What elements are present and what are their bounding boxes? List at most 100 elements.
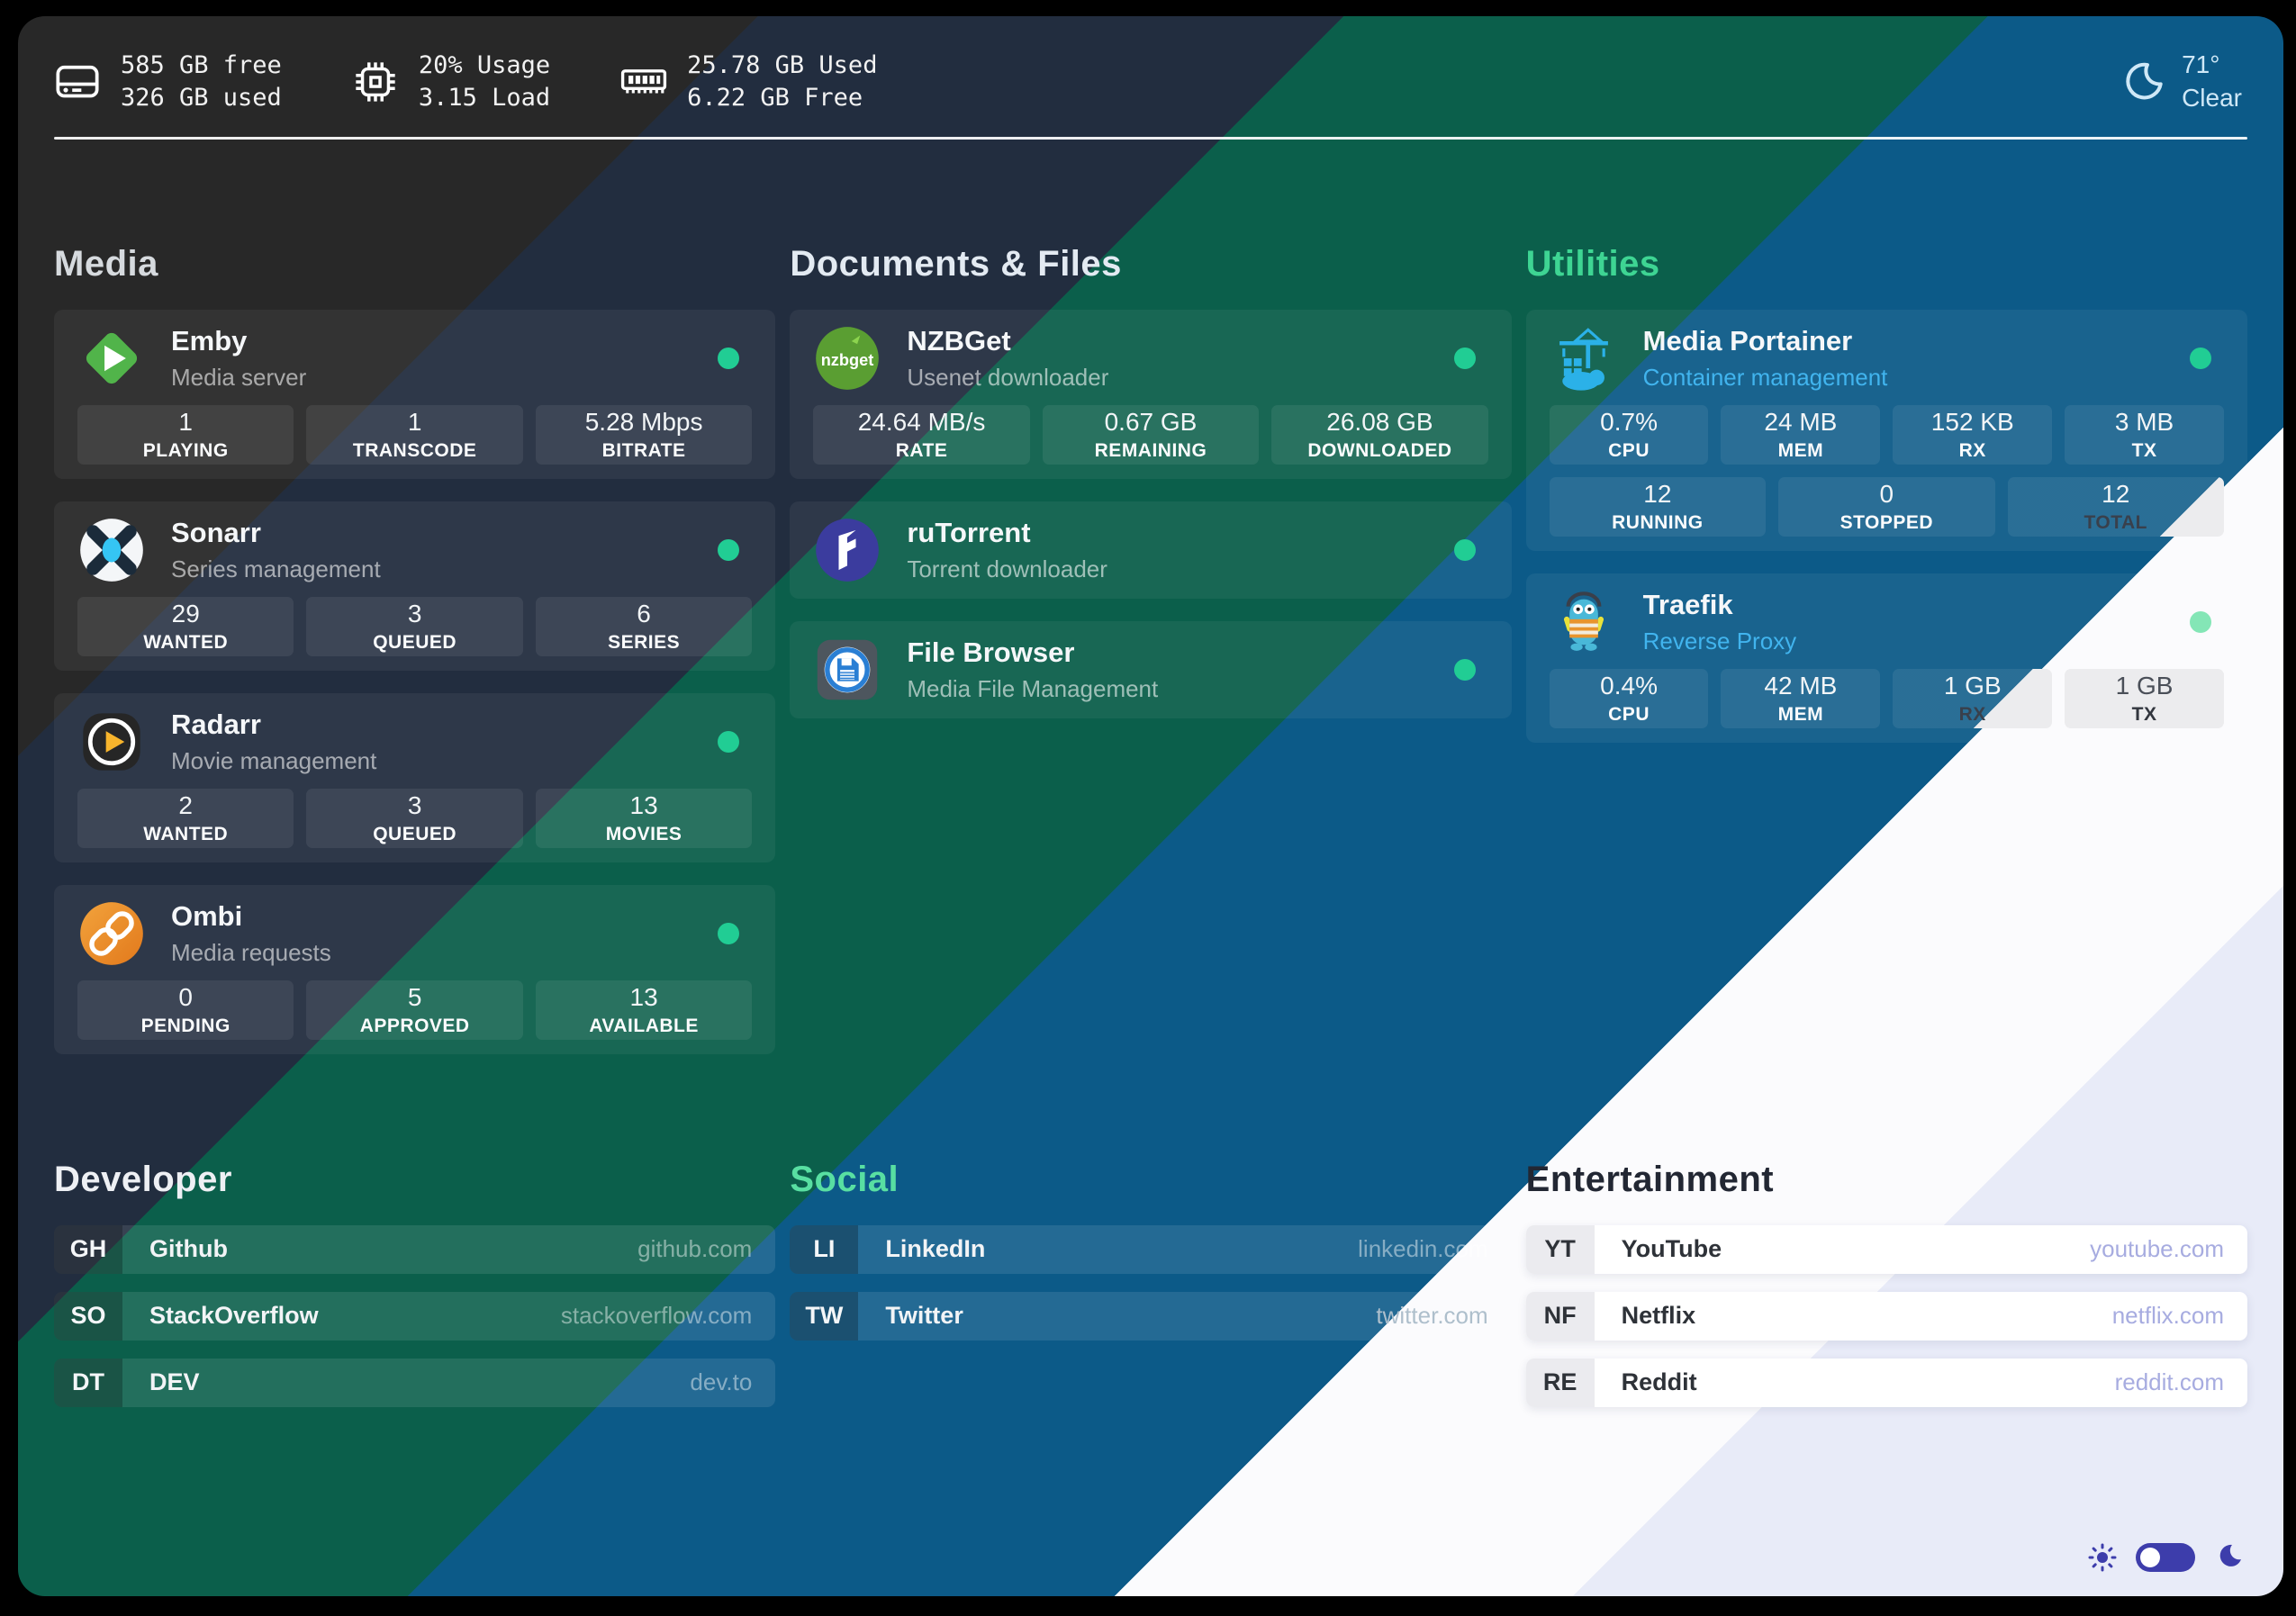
stat-label: BITRATE xyxy=(601,439,686,461)
stat-value: 24 MB xyxy=(1764,407,1838,436)
app-card-nzbget[interactable]: nzbget NZBGet Usenet downloader 24.64 MB… xyxy=(790,309,1512,479)
stat-label: SERIES xyxy=(608,631,681,653)
status-dot xyxy=(1453,658,1476,681)
bookmark-abbr: NF xyxy=(1525,1291,1595,1341)
stat-box: 42 MB MEM xyxy=(1721,668,1881,728)
bookmark-name: Reddit xyxy=(1621,1368,1697,1396)
sun-icon[interactable] xyxy=(2087,1542,2118,1573)
app-card-radarr[interactable]: Radarr Movie management 2 WANTED 3 QUEUED … xyxy=(54,692,776,862)
stat-box: 0.67 GB REMAINING xyxy=(1042,404,1260,465)
section-title: Social xyxy=(790,1159,899,1199)
app-card-ombi[interactable]: Ombi Media requests 0 PENDING 5 APPROVED 1… xyxy=(54,884,776,1054)
bookmark-reddit[interactable]: RE Reddit reddit.com xyxy=(1525,1358,2247,1407)
bookmark-github[interactable]: GH Github github.com xyxy=(54,1224,776,1274)
bookmark-url: github.com xyxy=(637,1235,753,1263)
bookmark-url: reddit.com xyxy=(2114,1368,2224,1396)
dashboard-page: 585 GB free 326 GB used 20% Usage 3.15 L… xyxy=(18,16,2283,1596)
stat-label: DOWNLOADED xyxy=(1307,439,1452,461)
bookmark-url: stackoverflow.com xyxy=(560,1302,753,1330)
cpu-usage-text: 20% Usage xyxy=(418,51,551,80)
moon-icon[interactable] xyxy=(2213,1542,2244,1573)
weather-condition: Clear xyxy=(2182,83,2242,112)
stat-value: 2 xyxy=(178,790,193,819)
app-card-emby[interactable]: Emby Media server 1 PLAYING 1 TRANSCODE 5.… xyxy=(54,309,776,479)
cpu-icon xyxy=(352,59,399,105)
app-card-rutorrent[interactable]: ruTorrent Torrent downloader xyxy=(790,501,1512,599)
bookmark-url: linkedin.com xyxy=(1358,1235,1488,1263)
stat-value: 1 xyxy=(407,407,422,436)
stat-label: QUEUED xyxy=(373,823,457,844)
bookmark-url: dev.to xyxy=(690,1368,753,1396)
sonarr-icon xyxy=(77,516,146,584)
section-title: Utilities xyxy=(1525,243,1660,284)
bookmark-url: youtube.com xyxy=(2090,1235,2224,1263)
bookmark-abbr: TW xyxy=(790,1291,859,1341)
app-title: Media Portainer xyxy=(1642,324,1853,357)
app-title: Ombi xyxy=(171,899,243,932)
nzbget-icon: nzbget xyxy=(813,324,881,393)
bookmark-dev[interactable]: DT DEV dev.to xyxy=(54,1358,776,1407)
stat-label: WANTED xyxy=(143,823,229,844)
stat-label: PENDING xyxy=(140,1015,231,1036)
bookmark-netflix[interactable]: NF Netflix netflix.com xyxy=(1525,1291,2247,1341)
stat-value: 13 xyxy=(629,982,658,1011)
bookmark-twitter[interactable]: TW Twitter twitter.com xyxy=(790,1291,1512,1341)
app-card-sonarr[interactable]: Sonarr Series management 29 WANTED 3 QUEUE… xyxy=(54,501,776,671)
stat-box: 0.4% CPU xyxy=(1549,668,1709,728)
theme-toggle-knob[interactable] xyxy=(2140,1548,2160,1567)
status-dot xyxy=(718,347,740,369)
disk-usage-widget: 585 GB free 326 GB used xyxy=(54,50,282,113)
stat-box: 152 KB RX xyxy=(1893,404,2053,465)
stat-value: 6 xyxy=(637,599,651,627)
stat-value: 1 GB xyxy=(1943,671,2002,700)
status-dot xyxy=(1453,347,1476,369)
status-dot xyxy=(718,730,740,753)
app-title: Sonarr xyxy=(171,516,261,548)
stat-label: CPU xyxy=(1608,439,1650,461)
stat-label: QUEUED xyxy=(373,631,457,653)
stat-box: 1 TRANSCODE xyxy=(306,404,523,465)
stat-label: TRANSCODE xyxy=(352,439,477,461)
app-title: NZBGet xyxy=(907,324,1011,357)
app-title: Emby xyxy=(171,324,248,357)
emby-icon xyxy=(77,324,146,393)
stat-label: AVAILABLE xyxy=(589,1015,699,1036)
app-title: Traefik xyxy=(1642,588,1733,620)
bookmark-youtube[interactable]: YT YouTube youtube.com xyxy=(1525,1224,2247,1274)
bookmark-stackoverflow[interactable]: SO StackOverflow stackoverflow.com xyxy=(54,1291,776,1341)
stat-label: TX xyxy=(2131,439,2157,461)
stat-value: 5 xyxy=(407,982,422,1011)
stat-box: 1 PLAYING xyxy=(77,404,294,465)
stat-value: 3 xyxy=(407,790,422,819)
bookmark-linkedin[interactable]: LI LinkedIn linkedin.com xyxy=(790,1224,1512,1274)
app-title: ruTorrent xyxy=(907,516,1031,548)
stat-value: 3 xyxy=(407,599,422,627)
stat-value: 13 xyxy=(629,790,658,819)
bookmark-abbr: YT xyxy=(1525,1224,1595,1274)
ombi-icon xyxy=(77,899,146,968)
bookmark-url: netflix.com xyxy=(2111,1302,2224,1330)
app-card-filebrowser[interactable]: File Browser Media File Management xyxy=(790,620,1512,718)
system-status-bar: 585 GB free 326 GB used 20% Usage 3.15 L… xyxy=(54,49,2247,115)
stat-value: 0.67 GB xyxy=(1104,407,1198,436)
app-subtitle: Media File Management xyxy=(907,674,1159,702)
stat-box: 24.64 MB/s RATE xyxy=(813,404,1030,465)
stat-box: 29 WANTED xyxy=(77,596,294,656)
stat-box: 1 GB RX xyxy=(1893,668,2053,728)
app-card-portainer[interactable]: Media Portainer Container management 0.7… xyxy=(1525,309,2247,551)
theme-toggle[interactable] xyxy=(2136,1543,2195,1572)
bookmark-name: Netflix xyxy=(1621,1302,1696,1330)
stat-box: 0 PENDING xyxy=(77,980,294,1040)
weather-temperature: 71° xyxy=(2182,50,2220,78)
disk-free-text: 585 GB free xyxy=(121,51,282,80)
stat-label: WANTED xyxy=(143,631,229,653)
stat-value: 42 MB xyxy=(1764,671,1838,700)
file-browser-icon xyxy=(813,636,881,704)
app-card-traefik[interactable]: Traefik Reverse Proxy 0.4% CPU 42 MB MEM 1… xyxy=(1525,573,2247,743)
stat-box: 13 AVAILABLE xyxy=(535,980,753,1040)
stat-label: RX xyxy=(1958,439,1986,461)
bookmark-name: Github xyxy=(149,1235,228,1263)
header-divider xyxy=(54,136,2247,140)
stat-box: 6 SERIES xyxy=(535,596,753,656)
status-dot xyxy=(718,538,740,561)
